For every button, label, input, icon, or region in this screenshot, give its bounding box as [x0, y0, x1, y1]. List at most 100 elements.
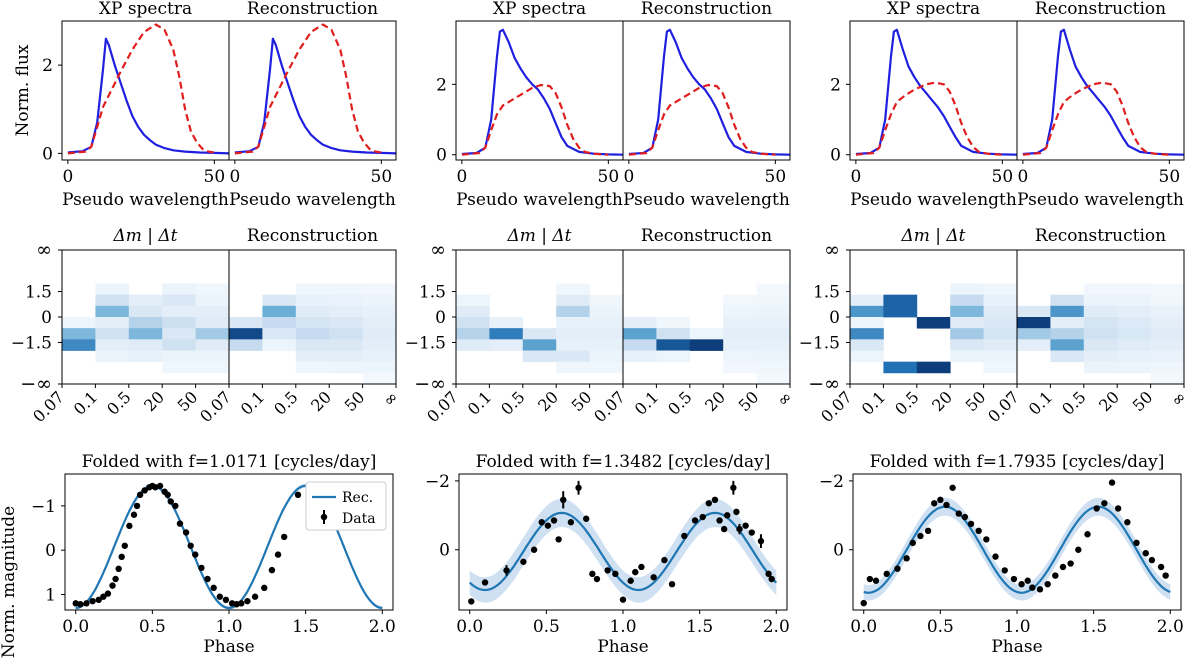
x-tick-label: 0	[623, 167, 634, 187]
heatmap-cell	[95, 317, 130, 329]
heatmap-cell	[362, 328, 397, 340]
heatmap-cell	[756, 328, 791, 340]
heatmap-cell	[329, 350, 363, 363]
x-tick-label: ∞	[379, 387, 402, 410]
x-tick-label: 20	[1095, 387, 1123, 415]
y-tick-label: 0	[41, 308, 52, 328]
data-point	[1029, 584, 1036, 591]
data-point	[176, 520, 184, 527]
data-point	[121, 542, 128, 549]
heatmap-cell	[850, 305, 884, 318]
heatmap-cell	[1117, 339, 1151, 351]
y-axis-label: Norm. magnitude	[0, 506, 19, 658]
data-point	[1124, 519, 1131, 526]
x-axis-label: Phase	[991, 637, 1042, 657]
x-tick-label: 20	[928, 387, 956, 415]
data-point	[983, 536, 990, 543]
heatmap-cell	[589, 317, 624, 329]
data-point	[937, 496, 944, 504]
data-point	[126, 522, 133, 530]
data-point	[638, 563, 645, 571]
heatmap-cell	[95, 283, 130, 296]
x-tick-label: 1.5	[292, 617, 319, 637]
data-point	[216, 593, 224, 600]
data-point	[961, 513, 969, 521]
heatmap-cell	[262, 317, 297, 329]
y-tick-label: 0	[45, 541, 56, 561]
y-tick-label: ∞	[36, 239, 52, 261]
heatmap-cell	[556, 305, 590, 318]
data-point	[210, 584, 217, 592]
heatmap-cell	[950, 350, 984, 363]
data-point	[192, 551, 199, 558]
data-point	[294, 491, 302, 499]
data-point	[95, 596, 102, 604]
y-tick-label: −∞	[808, 373, 840, 395]
heatmap-cell	[128, 339, 163, 351]
data-point	[118, 553, 125, 561]
heatmap-cell	[756, 361, 791, 374]
heatmap-cell	[362, 305, 397, 318]
heatmap-cell	[1150, 350, 1185, 363]
panel-title: Δm | Δt	[112, 226, 177, 246]
heatmap-cell	[1150, 372, 1185, 385]
y-tick-label: 1.5	[419, 283, 446, 303]
heatmap-cell	[489, 328, 524, 340]
heatmap-cell	[950, 339, 984, 351]
heatmap-cell	[983, 317, 1018, 329]
heatmap-cell	[329, 339, 363, 351]
heatmap-cell	[329, 294, 363, 307]
rec-bp-spectrum-line	[1022, 28, 1185, 156]
data-point	[866, 575, 874, 583]
y-tick-label: −1	[31, 497, 56, 517]
y-tick-label: 0	[830, 146, 841, 166]
heatmap-cell	[262, 328, 297, 340]
x-tick-label: 0.5	[891, 387, 922, 418]
data-point	[1133, 539, 1140, 547]
heatmap-cell	[162, 305, 196, 318]
x-tick-label: 20	[534, 387, 562, 415]
data-point	[724, 512, 731, 519]
heatmap-cell	[983, 283, 1018, 296]
x-tick-label: 0.0	[456, 617, 483, 637]
heatmap-cell	[362, 361, 397, 374]
heatmap-cell	[162, 294, 196, 307]
heatmap-cell	[850, 294, 884, 307]
data-point	[130, 511, 138, 518]
heatmap-cell	[362, 350, 397, 363]
data-point	[768, 575, 775, 583]
x-tick-label: 50	[765, 167, 787, 187]
panel-title: Reconstruction	[1035, 0, 1166, 19]
heatmap-cell	[1083, 317, 1118, 329]
heatmap-cell	[522, 350, 557, 363]
heatmap-cell	[522, 339, 557, 351]
data-point	[1024, 577, 1031, 584]
x-tick-label: 0	[62, 167, 73, 187]
y-tick-label: 0	[439, 541, 450, 561]
x-tick-label: 0.1	[237, 387, 268, 418]
heatmap-cell	[1150, 339, 1185, 351]
heatmap-cell	[883, 294, 918, 307]
heatmap-cell	[1117, 305, 1151, 318]
x-tick-label: 50	[1159, 167, 1181, 187]
heatmap-cell	[295, 328, 330, 340]
heatmap-cell	[916, 361, 951, 374]
heatmap-cell	[195, 283, 230, 296]
data-point	[481, 579, 489, 586]
heatmap-cell	[1117, 350, 1151, 363]
heatmap-cell	[983, 328, 1018, 340]
panel-title: Δm | Δt	[506, 226, 571, 246]
bp-spectrum-line	[461, 28, 624, 156]
heatmap-cell	[723, 305, 757, 318]
heatmap-cell	[62, 317, 96, 329]
data-point	[136, 491, 144, 499]
heatmap-cell	[950, 283, 984, 296]
heatmap-cell	[456, 294, 490, 307]
bp-spectrum-line	[855, 28, 1018, 156]
heatmap-cell	[623, 339, 657, 351]
data-point	[949, 484, 956, 491]
panel-title: Reconstruction	[641, 226, 772, 246]
x-tick-label: 50	[1129, 387, 1157, 415]
rec-bp-spectrum-line	[234, 37, 397, 155]
